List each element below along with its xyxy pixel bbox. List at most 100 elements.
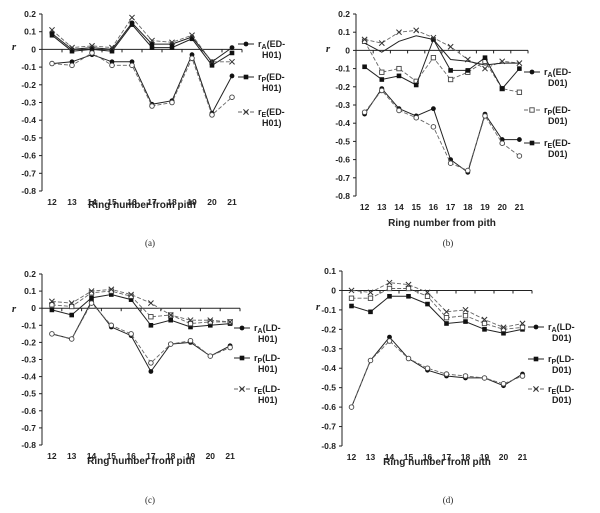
data-point (482, 65, 488, 72)
legend-label-line2: H01) (262, 50, 282, 60)
data-point (443, 315, 450, 321)
x-tick-label: 16 (429, 202, 439, 212)
panel-caption: (d) (443, 495, 454, 505)
data-point (396, 107, 402, 114)
legend-label: rP(LD- (548, 354, 574, 366)
y-tick-label: -0.8 (21, 440, 36, 450)
data-point (465, 167, 471, 174)
data-point (462, 373, 469, 379)
data-point (187, 317, 194, 324)
data-point (387, 293, 392, 299)
data-point (517, 137, 522, 142)
data-point (368, 309, 373, 315)
series-d-2 (349, 293, 525, 336)
data-point (49, 26, 55, 33)
series-line (51, 290, 231, 325)
data-point (413, 27, 420, 34)
data-point (462, 306, 469, 313)
legend-marker (533, 356, 539, 362)
data-point (405, 281, 412, 288)
x-tick-label: 14 (87, 451, 97, 461)
data-point (49, 307, 55, 313)
data-point (413, 114, 419, 121)
data-point (128, 291, 135, 298)
data-point (207, 353, 214, 359)
data-point (348, 404, 355, 410)
y-tick-label: -0.2 (21, 337, 36, 347)
data-point (465, 68, 471, 73)
data-point (189, 36, 195, 42)
legend-marker (243, 109, 249, 115)
data-point (519, 320, 526, 327)
series-line (51, 22, 233, 63)
legend-label: rE(LD- (254, 384, 280, 396)
data-point (348, 287, 355, 294)
data-point (148, 323, 154, 328)
data-point (168, 317, 173, 323)
legend-label-line2: H01) (258, 395, 278, 405)
data-point (89, 50, 95, 56)
legend-entry: rE(ED-D01) (524, 138, 571, 159)
x-tick-label: 20 (206, 451, 216, 461)
chart-panel-d: 0.1 0 -0.1 -0.2 -0.3 -0.4 -0.5 -0.6 -0.7 -0.8 12 13… (316, 266, 575, 505)
data-point (88, 300, 95, 306)
y-tick-label: -0.1 (21, 320, 36, 330)
series-b-4 (364, 35, 520, 66)
y-axis-title: r (12, 303, 17, 315)
x-tick-label: 16 (127, 197, 137, 207)
x-tick-label: 18 (166, 451, 176, 461)
y-tick-label: -0.7 (21, 423, 36, 433)
y-tick-label: 0.1 (324, 266, 336, 276)
data-point (49, 60, 55, 67)
data-point (89, 295, 94, 301)
data-point (49, 302, 55, 308)
y-tick-label: -0.3 (21, 98, 36, 108)
legend-label-line2: H01) (262, 118, 282, 128)
y-tick-label: -0.3 (21, 355, 36, 365)
x-tick-label: 20 (497, 202, 507, 212)
legend-entry: rE(LD-H01) (234, 384, 280, 405)
y-tick-label: -0.6 (321, 402, 336, 412)
legend-label: rP(LD- (254, 353, 280, 365)
y-tick-label: 0 (345, 45, 350, 55)
series-b-5 (361, 87, 523, 174)
series-b-1 (361, 38, 523, 95)
data-point (386, 285, 393, 292)
data-point (209, 63, 215, 68)
data-point (367, 289, 374, 296)
chart-panel-a: 0.2 0.1 0 -0.1 -0.2 -0.3 -0.4 -0.5 -0.6 -0.7 -0.8 1… (12, 9, 285, 248)
data-point (396, 73, 402, 79)
x-tick-label: 14 (87, 197, 97, 207)
y-axis-title: r (12, 41, 17, 53)
y-tick-label: -0.5 (335, 136, 350, 146)
data-point (379, 87, 385, 94)
data-point (49, 331, 55, 337)
data-point (88, 288, 95, 295)
data-point (189, 55, 195, 62)
series-line (51, 288, 231, 323)
x-tick-label: 15 (107, 451, 117, 461)
y-tick-label: 0.2 (338, 9, 350, 19)
data-point (167, 312, 174, 318)
data-point (149, 37, 155, 44)
data-point (187, 337, 194, 344)
x-tick-label: 16 (126, 451, 136, 461)
y-tick-label: 0.1 (24, 27, 36, 37)
x-axis-title: Ring number from pith (88, 200, 196, 211)
legend-label-line2: D01) (548, 78, 568, 88)
legend-label: rE(LD- (548, 384, 574, 396)
x-tick-label: 20 (207, 197, 217, 207)
data-point (49, 32, 55, 38)
legend-label: rA(ED- (258, 39, 285, 51)
y-tick-label: -0.4 (21, 115, 36, 125)
data-point (516, 153, 523, 159)
y-tick-label: -0.8 (335, 191, 350, 201)
data-point (149, 45, 155, 50)
x-tick-label: 13 (67, 197, 77, 207)
x-axis-title: Ring number from pith (388, 218, 496, 229)
legend-label: rA(LD- (548, 322, 575, 334)
data-point (229, 94, 235, 100)
data-point (69, 312, 74, 318)
data-point (169, 99, 175, 106)
